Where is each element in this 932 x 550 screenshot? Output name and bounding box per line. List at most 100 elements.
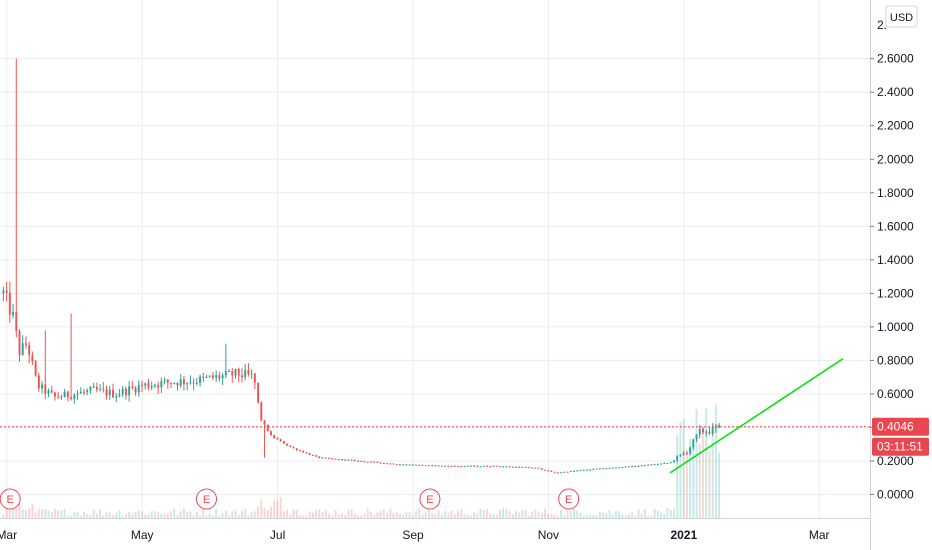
candle-body [150, 386, 153, 388]
volume-bar [708, 451, 711, 518]
volume-bar [618, 511, 621, 518]
volume-bar [308, 511, 311, 518]
volume-bar [115, 512, 118, 518]
volume-bar [66, 515, 69, 518]
candle-body [360, 460, 363, 462]
volume-bar [76, 512, 79, 518]
volume-bar [12, 507, 15, 518]
volume-bar [105, 511, 108, 518]
candle-body [521, 466, 524, 468]
volume-bar [714, 404, 717, 518]
volume-bar [689, 438, 692, 518]
volume-bar [347, 509, 350, 518]
volume-bar [218, 515, 221, 518]
volume-bar [47, 510, 50, 518]
candle-body [202, 376, 205, 378]
candle-body [673, 460, 675, 463]
candle-body [141, 385, 143, 387]
volume-bar [5, 508, 8, 518]
volume-bar [179, 511, 182, 518]
volume-bar [295, 510, 298, 518]
volume-bar [669, 509, 672, 518]
volume-bar [395, 511, 398, 518]
volume-bar [273, 500, 276, 518]
candle-body [534, 467, 537, 469]
volume-bar [608, 509, 611, 518]
candle-body [595, 468, 598, 470]
volume-bar [150, 511, 153, 518]
candle-body [634, 465, 637, 467]
trend-line[interactable] [669, 358, 844, 474]
volume-bar [469, 515, 472, 518]
candle-body [115, 395, 118, 398]
currency-label[interactable]: USD [885, 5, 918, 28]
candle-body [476, 465, 479, 467]
volume-bar [576, 511, 579, 518]
volume-bar [189, 511, 192, 518]
y-tick-label: 2.2000 [877, 119, 914, 133]
volume-bar [324, 510, 327, 518]
volume-bar [556, 515, 559, 518]
volume-bar [540, 512, 543, 518]
candle-body [166, 379, 169, 383]
volume-bar [569, 510, 572, 518]
volume-bar [550, 513, 553, 518]
candle-body [502, 466, 505, 468]
volume-bar [643, 509, 646, 518]
candle-body [466, 465, 469, 467]
earnings-marker[interactable] [0, 488, 21, 510]
volume-bar [534, 509, 537, 518]
earnings-marker[interactable] [195, 488, 217, 510]
y-tick-label-partial: 2. [877, 18, 887, 32]
volume-bar [389, 508, 392, 518]
candle-body [99, 388, 102, 390]
earnings-marker[interactable] [419, 488, 441, 510]
earnings-marker-label: E [6, 494, 13, 506]
x-tick-label: Sep [402, 528, 424, 542]
volume-bar [547, 513, 550, 518]
volume-bar [228, 515, 231, 518]
volume-bar [595, 515, 598, 518]
candle-body [266, 424, 269, 432]
candle-body [444, 465, 447, 467]
volume-bar [463, 514, 466, 518]
volume-bar [392, 512, 395, 518]
candle-body [282, 441, 285, 444]
candle-body [263, 420, 266, 425]
volume-bar [502, 508, 505, 518]
candle-body [21, 343, 24, 355]
earnings-marker[interactable] [558, 488, 580, 510]
volume-bar [457, 510, 459, 518]
candle-body [553, 471, 556, 473]
candle-body [344, 459, 347, 461]
candle-body [666, 462, 669, 464]
volume-bar [447, 512, 450, 518]
candle-body [714, 427, 717, 429]
volume-bar [95, 513, 98, 518]
volume-bar [676, 435, 679, 518]
candle-body [647, 464, 650, 466]
volume-bar [211, 515, 214, 518]
candle-body [453, 465, 456, 467]
candle-body [676, 456, 679, 461]
candle-body [492, 465, 495, 467]
candle-body [234, 368, 237, 376]
candle-body [357, 460, 359, 462]
candle-body [44, 384, 47, 394]
volume-bar [286, 509, 289, 518]
last-price-value: 0.4046 [877, 420, 914, 434]
volume-bar [418, 508, 421, 518]
time-axis[interactable]: Mar May Jul Sep Nov 2021 Mar [0, 528, 830, 542]
volume-bar [521, 510, 524, 518]
volume-bar [205, 515, 208, 518]
volume-bar [176, 514, 179, 518]
volume-bar [424, 511, 427, 518]
y-tick-label: 2.4000 [877, 85, 914, 99]
volume-bar [537, 511, 540, 518]
volume-bar [121, 515, 124, 518]
candle-body [563, 471, 566, 473]
grid [0, 0, 870, 518]
volume-bar [524, 510, 527, 518]
volume-bar [83, 511, 85, 518]
